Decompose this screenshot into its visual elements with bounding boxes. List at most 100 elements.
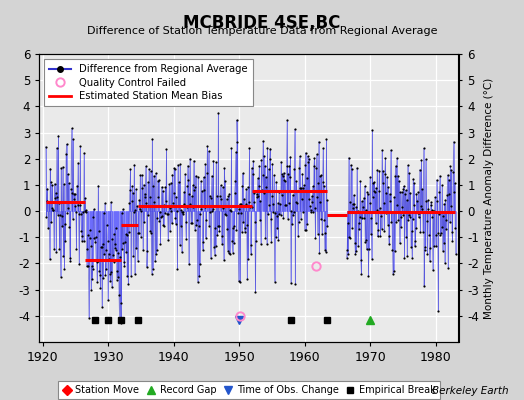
Point [196,178,205,185]
Point [387,218,396,225]
Point [279,215,288,221]
Point [77,211,85,218]
Point [181,171,189,178]
Point [253,194,261,200]
Point [117,210,126,216]
Point [76,143,84,150]
Point [116,254,124,260]
Point [352,204,360,210]
Point [286,174,294,180]
Point [318,172,326,178]
Point [251,289,259,296]
Point [99,275,107,281]
Point [199,247,207,254]
Point [182,236,190,242]
Point [158,188,167,194]
Point [47,219,56,226]
Point [382,210,390,216]
Point [188,220,196,226]
Point [45,199,53,205]
Point [68,190,76,196]
Point [415,210,423,216]
Point [283,117,291,123]
Point [348,225,356,232]
Point [281,178,289,184]
Point [150,172,158,179]
Point [170,165,178,171]
Point [115,316,124,323]
Point [357,270,366,277]
Point [215,228,224,234]
Point [101,200,109,206]
Point [203,143,212,150]
Point [129,253,137,259]
Point [313,230,322,237]
Point [305,196,313,202]
Point [61,238,70,244]
Point [411,243,419,249]
Point [390,194,398,200]
Point [89,266,97,272]
Point [421,244,429,250]
Point [101,271,110,278]
Point [70,191,78,197]
Point [297,185,305,192]
Point [280,170,288,176]
Point [192,172,200,179]
Point [156,209,164,215]
Point [178,209,187,215]
Point [53,194,61,200]
Point [226,206,235,213]
Point [70,196,79,202]
Point [69,216,77,222]
Point [167,180,175,186]
Point [157,184,166,190]
Point [103,238,112,244]
Point [283,216,292,222]
Point [127,273,135,280]
Point [194,222,203,229]
Point [316,216,325,223]
Point [254,175,262,182]
Point [241,225,249,231]
Point [183,183,191,189]
Point [270,279,279,285]
Point [364,273,373,279]
Point [293,200,302,206]
Point [445,191,453,197]
Point [303,221,311,227]
Point [290,166,298,172]
Point [397,224,405,231]
Y-axis label: Monthly Temperature Anomaly Difference (°C): Monthly Temperature Anomaly Difference (… [484,77,494,319]
Point [123,272,132,279]
Point [436,172,444,179]
Point [385,232,393,239]
Point [374,227,383,233]
Point [285,200,293,207]
Point [176,161,184,168]
Point [378,180,387,186]
Point [92,257,100,263]
Point [102,246,111,253]
Point [286,154,294,160]
Point [300,227,309,233]
Point [52,249,60,255]
Point [90,206,98,213]
Point [83,246,92,252]
Point [105,270,114,277]
Point [211,242,220,249]
Point [149,266,157,272]
Point [77,228,85,234]
Point [360,215,368,222]
Point [148,270,156,277]
Point [273,225,281,231]
Point [405,212,413,218]
Point [132,186,140,192]
Point [319,178,327,185]
Point [261,235,269,242]
Point [400,254,409,261]
Point [259,153,268,159]
Point [419,145,428,152]
Point [58,212,66,219]
Point [275,189,283,195]
